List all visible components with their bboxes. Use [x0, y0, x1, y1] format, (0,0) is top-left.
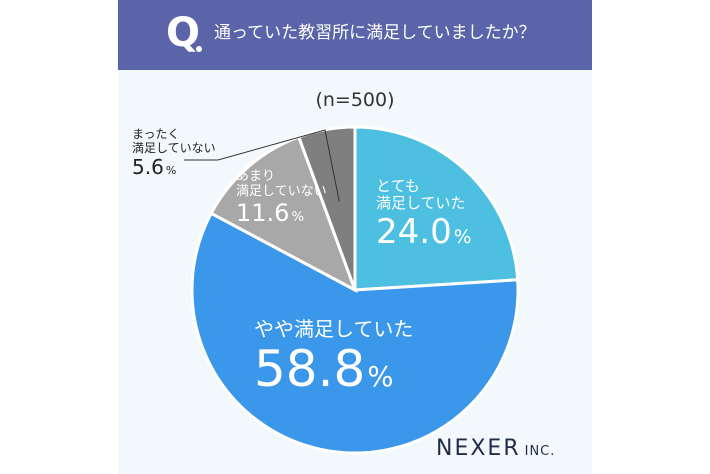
label-not-very-satisfied: あまり 満足していない 11.6% — [236, 169, 327, 228]
slice-label-text: 満足していない — [236, 183, 327, 199]
label-somewhat-satisfied: やや満足していた 58.8% — [254, 318, 413, 399]
slice-label-text: 満足していない — [132, 140, 216, 155]
chart-card: Q 通っていた教習所に満足していましたか？ (n=500) とても 満足していた 2… — [118, 0, 592, 474]
leader-line — [184, 129, 340, 202]
slice-value: 24.0% — [376, 211, 472, 252]
slice-value-unit: % — [165, 163, 177, 177]
slice-label-text: やや満足していた — [254, 317, 414, 341]
slice-value-number: 5.6 — [132, 154, 164, 179]
label-very-satisfied: とても 満足していた 24.0% — [376, 177, 472, 252]
slice-value: 5.6% — [132, 154, 216, 179]
slice-value-unit: % — [291, 209, 304, 225]
logo-name: NEXER — [436, 436, 521, 461]
logo-suffix: INC. — [524, 444, 556, 459]
slice-label-text: まったく — [132, 127, 180, 141]
slice-value: 11.6% — [236, 198, 327, 228]
question-title: 通っていた教習所に満足していましたか？ — [214, 23, 536, 43]
slice-value-number: 24.0 — [376, 211, 452, 252]
slice-label-text: とても — [376, 177, 420, 195]
slice-value: 58.8% — [254, 340, 413, 399]
slice-value-number: 11.6 — [236, 198, 290, 227]
slice-very-satisfied — [353, 125, 520, 292]
slice-label-text: あまり — [236, 169, 276, 184]
question-header: Q 通っていた教習所に満足していましたか？ — [118, 0, 592, 70]
slice-somewhat-satisfied — [190, 211, 520, 455]
q-mark-dot — [196, 46, 202, 52]
q-mark: Q — [166, 10, 201, 56]
pie-chart — [184, 125, 520, 455]
nexer-logo: NEXER INC. — [436, 436, 555, 461]
slice-value-unit: % — [367, 361, 394, 393]
label-not-at-all-satisfied: まったく 満足していない 5.6% — [132, 127, 216, 179]
slice-value-unit: % — [453, 226, 472, 248]
sample-size: (n=500) — [315, 89, 395, 111]
slice-label-text: 満足していた — [376, 194, 466, 213]
slice-value-number: 58.8 — [254, 340, 366, 398]
